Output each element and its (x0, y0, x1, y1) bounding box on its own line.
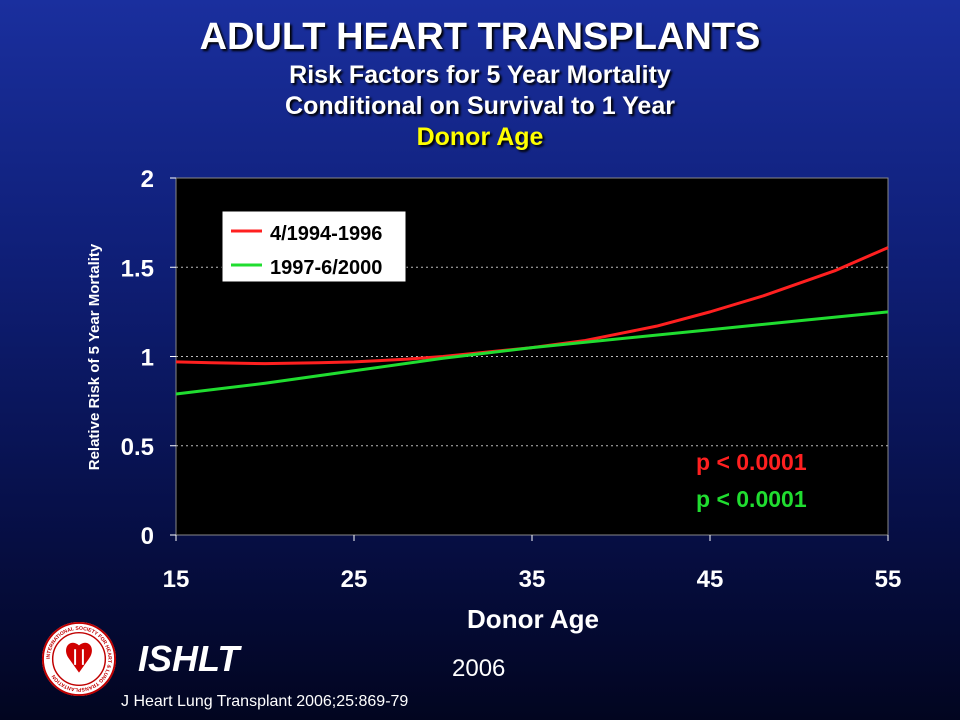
legend-label-1: 1997-6/2000 (270, 257, 382, 279)
y-tick-label-1: 0.5 (121, 434, 154, 461)
p-value-annotation-1: p < 0.0001 (696, 486, 807, 512)
slide-subtitle-line2: Conditional on Survival to 1 Year (285, 92, 675, 120)
x-tick-label-0: 15 (163, 566, 190, 593)
legend-box (221, 210, 407, 283)
x-tick-label-2: 35 (519, 566, 546, 593)
x-tick-label-3: 45 (697, 566, 724, 593)
slide-title: ADULT HEART TRANSPLANTS (199, 16, 761, 58)
x-tick-label-4: 55 (875, 566, 902, 593)
y-axis-ticks: 0 0.5 1 1.5 2 (121, 166, 176, 550)
x-axis-label: Donor Age (467, 604, 599, 634)
y-tick-label-0: 0 (141, 523, 154, 550)
citation: J Heart Lung Transplant 2006;25:869-79 (121, 693, 409, 710)
series-line-1 (175, 310, 889, 396)
gridlines (176, 266, 888, 447)
y-tick-label-2: 1 (141, 345, 154, 372)
ishlt-logo: INTERNATIONAL SOCIETY FOR HEART & LUNG T… (41, 621, 117, 697)
p-value-annotation-0: p < 0.0001 (696, 449, 807, 475)
series-lines (175, 246, 889, 396)
x-axis-ticks: 15 25 35 45 55 (163, 535, 902, 593)
org-name: ISHLT (138, 638, 240, 679)
y-tick-label-3: 1.5 (121, 255, 154, 282)
legend-label-0: 4/1994-1996 (270, 223, 382, 245)
legend: 4/1994-1996 1997-6/2000 (221, 210, 407, 283)
y-tick-label-4: 2 (141, 166, 154, 193)
year-label: 2006 (452, 655, 506, 682)
y-axis-label: Relative Risk of 5 Year Mortality (86, 243, 103, 470)
slide-subtitle-line1: Risk Factors for 5 Year Mortality (289, 61, 671, 89)
slide-subtitle-line3: Donor Age (416, 123, 544, 151)
title-block: ADULT HEART TRANSPLANTS Risk Factors for… (0, 14, 960, 153)
x-tick-label-1: 25 (341, 566, 368, 593)
